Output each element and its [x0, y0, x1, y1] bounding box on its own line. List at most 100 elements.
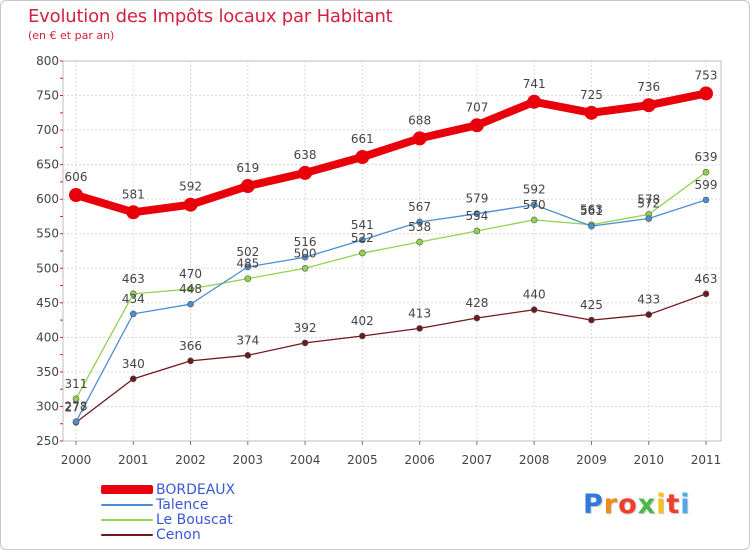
- x-tick-label: 2004: [290, 453, 321, 467]
- data-point-talence: [588, 222, 595, 230]
- chart-subtitle: (en € et par an): [28, 29, 115, 42]
- data-point-cenon: [187, 357, 194, 365]
- data-point-bordeaux: [126, 205, 141, 220]
- data-point-bordeaux: [584, 105, 599, 120]
- x-tick-label: 2009: [576, 453, 607, 467]
- y-tick-label: 250: [36, 434, 59, 448]
- data-label-bordeaux: 661: [351, 132, 374, 146]
- data-label-cenon: 463: [695, 272, 718, 286]
- data-label-talence: 572: [637, 197, 660, 211]
- legend-label-talence: Talence: [156, 497, 209, 513]
- legend-swatch-bordeaux: [101, 485, 153, 494]
- data-label-le-bouscat: 470: [179, 267, 202, 281]
- legend-label-bordeaux: BORDEAUX: [156, 482, 236, 498]
- data-point-bordeaux: [355, 150, 370, 165]
- data-label-talence: 579: [465, 192, 488, 206]
- data-label-bordeaux: 638: [294, 148, 317, 162]
- series-line-talence: [75, 199, 707, 423]
- y-tick-label: 750: [36, 89, 59, 103]
- data-label-cenon: 340: [122, 357, 145, 371]
- data-point-talence: [416, 218, 423, 226]
- data-label-cenon: 277: [65, 400, 88, 414]
- data-point-bordeaux: [469, 118, 484, 133]
- legend-label-cenon: Cenon: [156, 527, 201, 543]
- data-label-cenon: 402: [351, 314, 374, 328]
- proxiti-logo: Proxiti: [583, 489, 691, 520]
- legend-swatch-le-bouscat: [101, 519, 153, 521]
- y-tick-label: 550: [36, 227, 59, 241]
- data-label-bordeaux: 581: [122, 187, 145, 201]
- data-label-cenon: 413: [408, 306, 431, 320]
- y-tick-label: 400: [36, 330, 59, 344]
- x-tick-label: 2008: [519, 453, 550, 467]
- data-label-bordeaux: 619: [236, 161, 259, 175]
- data-point-le-bouscat: [244, 275, 252, 282]
- y-tick-label: 600: [36, 192, 59, 206]
- legend-label-le-bouscat: Le Bouscat: [156, 512, 233, 528]
- x-tick-label: 2001: [118, 453, 149, 467]
- data-label-le-bouscat: 500: [294, 246, 317, 260]
- data-point-talence: [244, 263, 252, 271]
- x-tick-label: 2005: [347, 453, 378, 467]
- y-tick-label: 300: [36, 399, 59, 413]
- x-tick-label: 2000: [61, 453, 92, 467]
- data-point-le-bouscat: [702, 168, 710, 176]
- data-point-cenon: [359, 332, 366, 340]
- data-label-talence: 448: [179, 282, 202, 296]
- data-label-talence: 541: [351, 218, 374, 232]
- data-point-talence: [530, 201, 538, 209]
- data-point-le-bouscat: [301, 264, 309, 272]
- x-tick-label: 2003: [233, 453, 264, 467]
- data-label-bordeaux: 688: [408, 113, 431, 127]
- data-point-le-bouscat: [473, 227, 481, 235]
- data-point-le-bouscat: [416, 238, 423, 246]
- data-point-talence: [301, 253, 309, 261]
- data-label-le-bouscat: 639: [695, 150, 718, 164]
- data-label-le-bouscat: 463: [122, 272, 145, 286]
- data-label-bordeaux: 592: [179, 180, 202, 194]
- x-tick-label: 2010: [633, 453, 664, 467]
- data-point-talence: [473, 210, 481, 217]
- data-point-bordeaux: [699, 86, 713, 101]
- data-point-talence: [187, 300, 194, 308]
- data-point-cenon: [588, 316, 595, 324]
- data-point-cenon: [530, 306, 538, 314]
- data-point-bordeaux: [298, 165, 313, 180]
- data-label-bordeaux: 736: [637, 80, 660, 94]
- logo-letter: t: [666, 489, 681, 520]
- logo-letter: P: [583, 489, 604, 520]
- x-tick-label: 2007: [462, 453, 493, 467]
- data-label-cenon: 428: [465, 296, 488, 310]
- chart-title: Evolution des Impôts locaux par Habitant: [28, 6, 393, 27]
- data-label-le-bouscat: 554: [465, 209, 488, 223]
- data-label-talence: 599: [695, 178, 718, 192]
- data-point-le-bouscat: [359, 249, 366, 257]
- data-label-le-bouscat: 522: [351, 231, 374, 245]
- data-label-le-bouscat: 311: [65, 377, 88, 391]
- plot-area: [62, 60, 722, 442]
- data-point-bordeaux: [641, 98, 656, 113]
- y-tick-label: 700: [36, 123, 59, 137]
- data-point-talence: [359, 236, 366, 244]
- x-tick-label: 2006: [404, 453, 435, 467]
- data-point-le-bouscat: [187, 285, 194, 293]
- data-point-cenon: [473, 314, 481, 322]
- y-tick-label: 650: [36, 158, 59, 172]
- data-label-talence: 434: [122, 292, 145, 306]
- data-point-cenon: [416, 325, 423, 332]
- data-point-le-bouscat: [129, 290, 137, 298]
- legend-swatch-talence: [101, 504, 153, 506]
- data-point-bordeaux: [183, 197, 198, 212]
- x-tick-label: 2011: [691, 453, 722, 467]
- data-point-bordeaux: [527, 94, 542, 109]
- data-label-le-bouscat: 570: [523, 198, 546, 212]
- logo-letter: i: [656, 489, 667, 520]
- data-point-le-bouscat: [530, 216, 538, 224]
- data-label-bordeaux: 707: [465, 100, 488, 114]
- data-label-talence: 561: [580, 204, 603, 218]
- logo-letter: o: [618, 489, 638, 520]
- data-label-talence: 567: [408, 200, 431, 214]
- data-label-talence: 502: [236, 245, 259, 259]
